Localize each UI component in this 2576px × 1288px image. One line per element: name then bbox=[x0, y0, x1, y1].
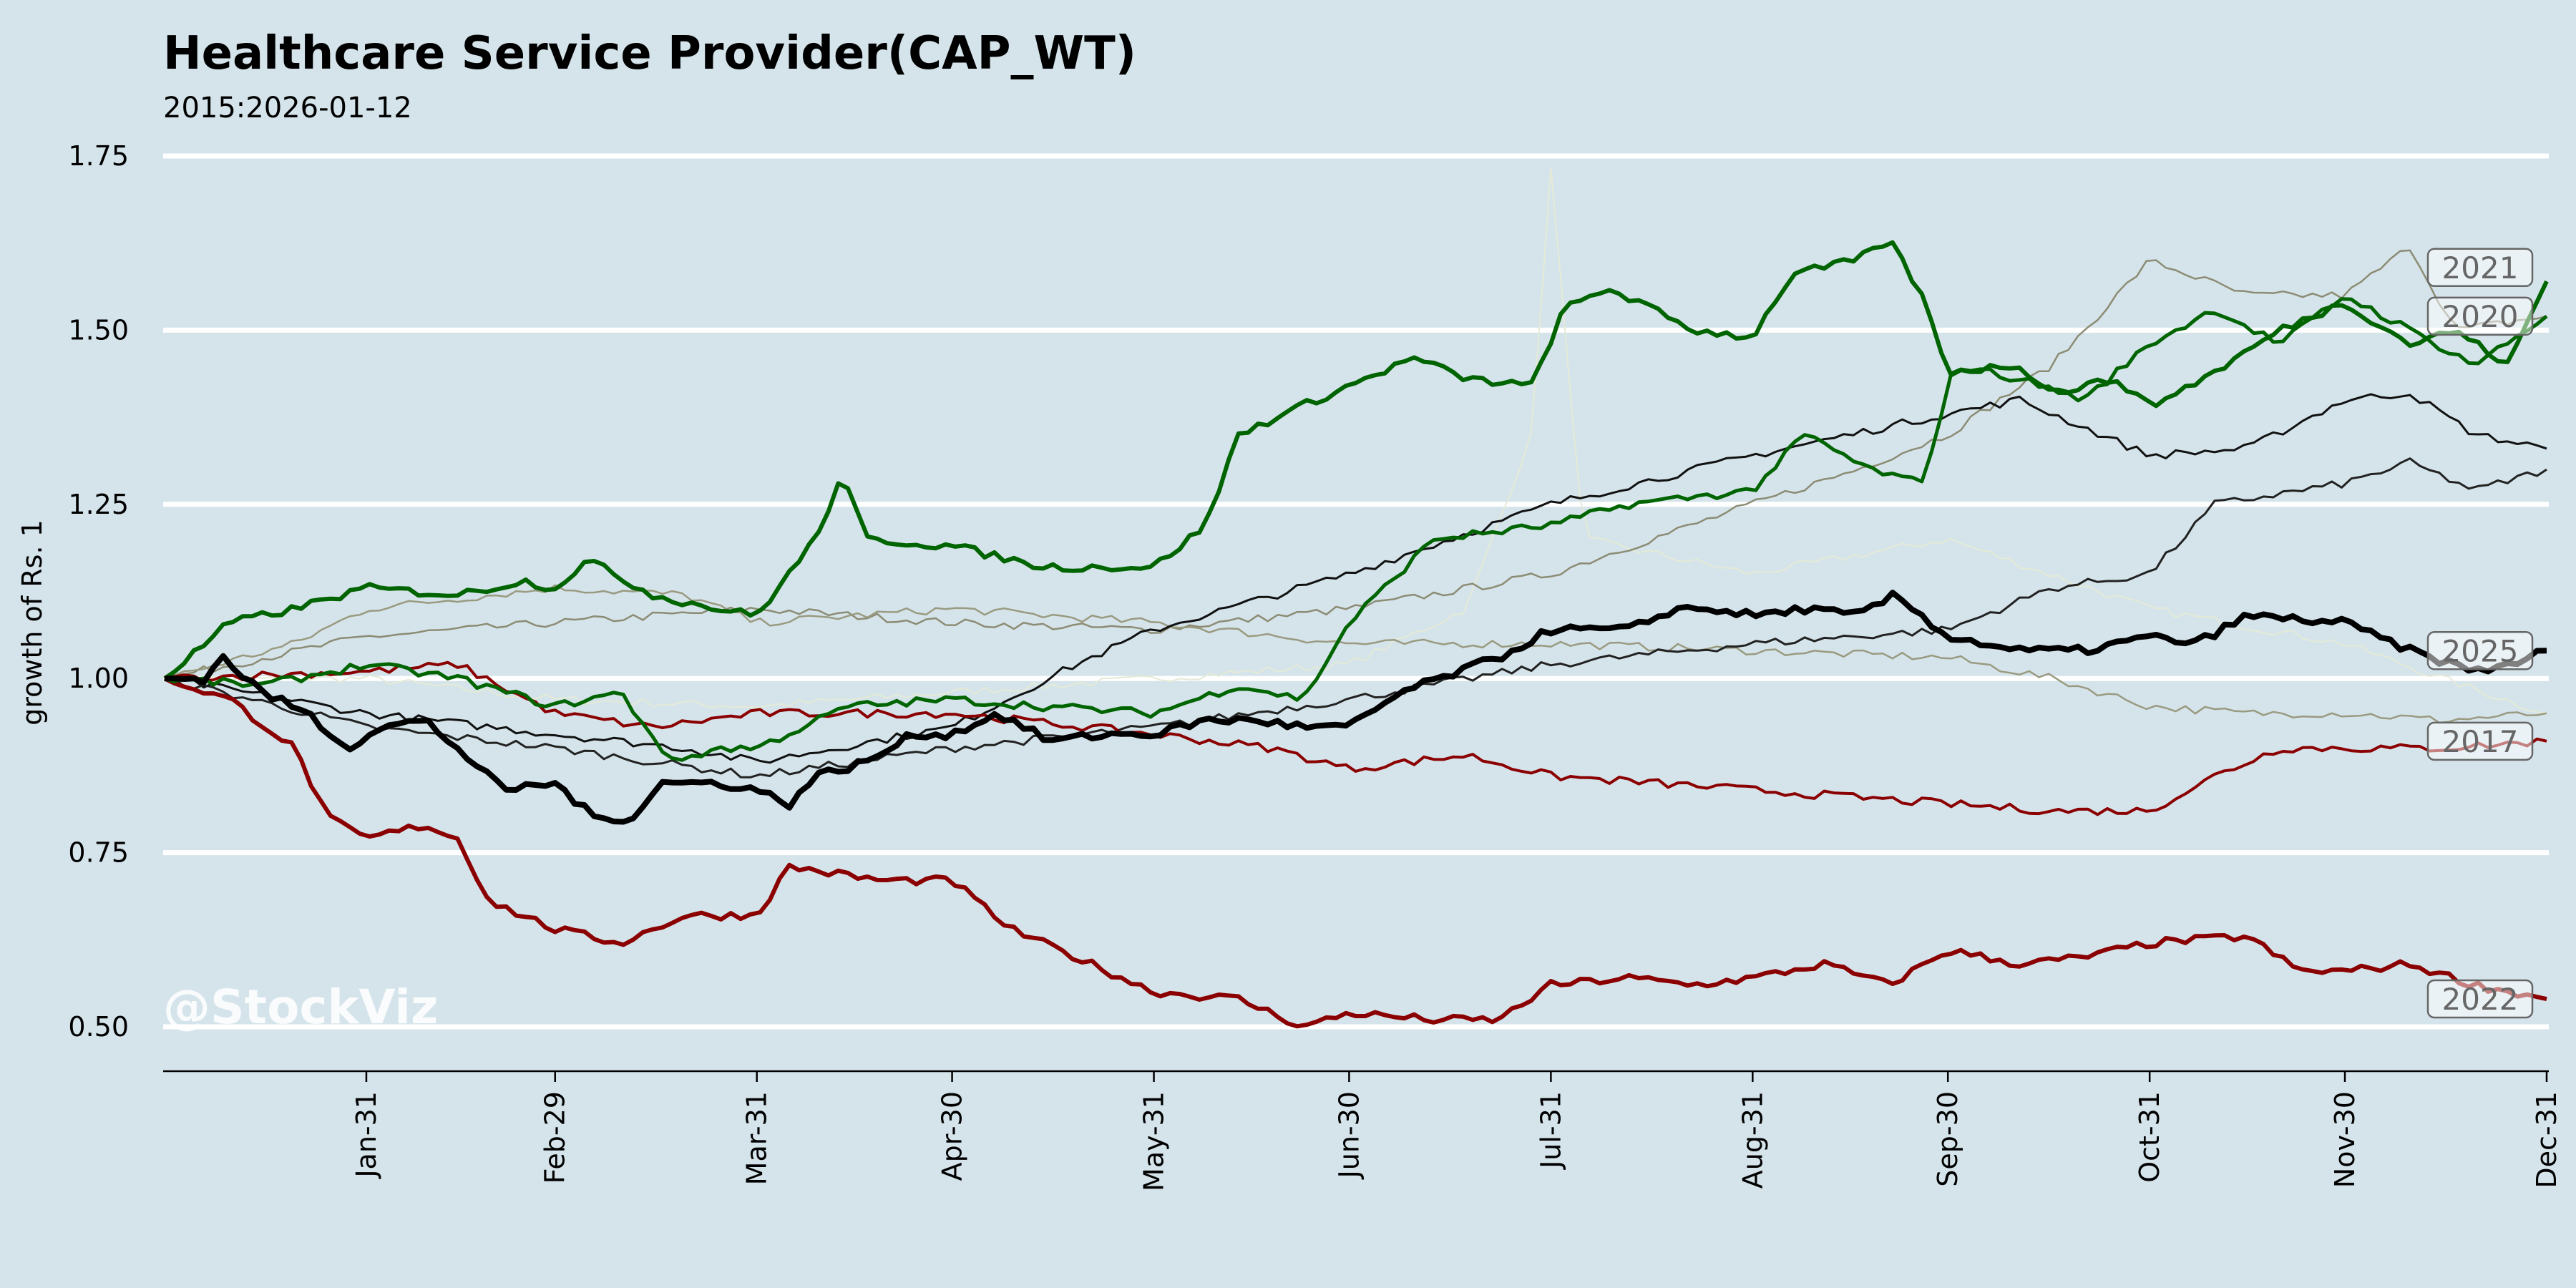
y-tick-label: 1.25 bbox=[68, 489, 129, 520]
series-lines bbox=[163, 167, 2549, 1029]
series-line-black-b bbox=[164, 457, 2547, 779]
label-text: 2021 bbox=[2442, 250, 2519, 286]
x-tick-label: Mar-31 bbox=[741, 1091, 773, 1185]
series-line-2022 bbox=[163, 676, 2547, 1029]
series-line-2017 bbox=[164, 660, 2547, 816]
x-ticks: Jan-31 Feb-29 Mar-31 Apr-30 May-31 Jun-30 Jul-… bbox=[351, 1071, 2562, 1191]
x-tick-label: Feb-29 bbox=[540, 1091, 571, 1184]
chart-subtitle: 2015:2026-01-12 bbox=[163, 92, 412, 125]
y-tick-labels: 0.50 0.75 1.00 1.25 1.50 1.75 bbox=[68, 140, 129, 1043]
x-tick-label: Jul-31 bbox=[1535, 1091, 1566, 1170]
label-box bbox=[2426, 979, 2534, 1019]
y-tick-label: 0.50 bbox=[68, 1011, 129, 1043]
label-box bbox=[2426, 248, 2534, 288]
y-tick-label: 1.00 bbox=[68, 663, 129, 694]
series-label-2020: 2020 bbox=[2426, 296, 2534, 336]
x-tick-label: Nov-30 bbox=[2329, 1091, 2361, 1188]
series-line-2020 bbox=[164, 297, 2548, 762]
x-tick-label: May-31 bbox=[1138, 1091, 1170, 1191]
series-line-gray-a bbox=[164, 249, 2547, 680]
x-tick-label: Aug-31 bbox=[1737, 1091, 1768, 1189]
y-tick-label: 1.50 bbox=[68, 314, 129, 346]
y-tick-label: 0.75 bbox=[68, 837, 129, 869]
series-line-2021 bbox=[163, 240, 2549, 680]
x-tick-label: Jan-31 bbox=[351, 1091, 382, 1179]
label-box bbox=[2426, 296, 2534, 336]
y-axis-label: growth of Rs. 1 bbox=[16, 519, 48, 726]
label-text: 2020 bbox=[2442, 299, 2519, 334]
label-box bbox=[2426, 631, 2534, 670]
chart-title: Healthcare Service Provider(CAP_WT) bbox=[163, 27, 1136, 80]
series-line-black-a bbox=[164, 393, 2547, 764]
series-labels: 2017 2022 2020 2021 2025 bbox=[2426, 248, 2534, 1019]
y-tick-label: 1.75 bbox=[68, 140, 129, 172]
series-label-2025: 2025 bbox=[2426, 631, 2534, 670]
x-tick-label: Apr-30 bbox=[937, 1091, 968, 1181]
series-line-faint bbox=[164, 167, 2547, 714]
label-text: 2022 bbox=[2442, 982, 2519, 1017]
series-label-2017: 2017 bbox=[2426, 721, 2534, 761]
x-tick-label: Jun-30 bbox=[1333, 1091, 1365, 1179]
label-text: 2017 bbox=[2442, 724, 2519, 759]
series-line-gray-b bbox=[164, 584, 2547, 724]
x-tick-label: Oct-31 bbox=[2134, 1091, 2165, 1183]
label-box bbox=[2426, 721, 2534, 761]
series-label-2022: 2022 bbox=[2426, 979, 2534, 1019]
series-line-2025 bbox=[165, 590, 2547, 825]
series-label-2021: 2021 bbox=[2426, 248, 2534, 288]
grid-lines bbox=[163, 153, 2549, 1030]
watermark: @StockViz bbox=[163, 980, 438, 1035]
x-tick-label: Sep-30 bbox=[1932, 1091, 1963, 1187]
label-text: 2025 bbox=[2442, 633, 2519, 668]
x-tick-label: Dec-31 bbox=[2531, 1091, 2562, 1189]
